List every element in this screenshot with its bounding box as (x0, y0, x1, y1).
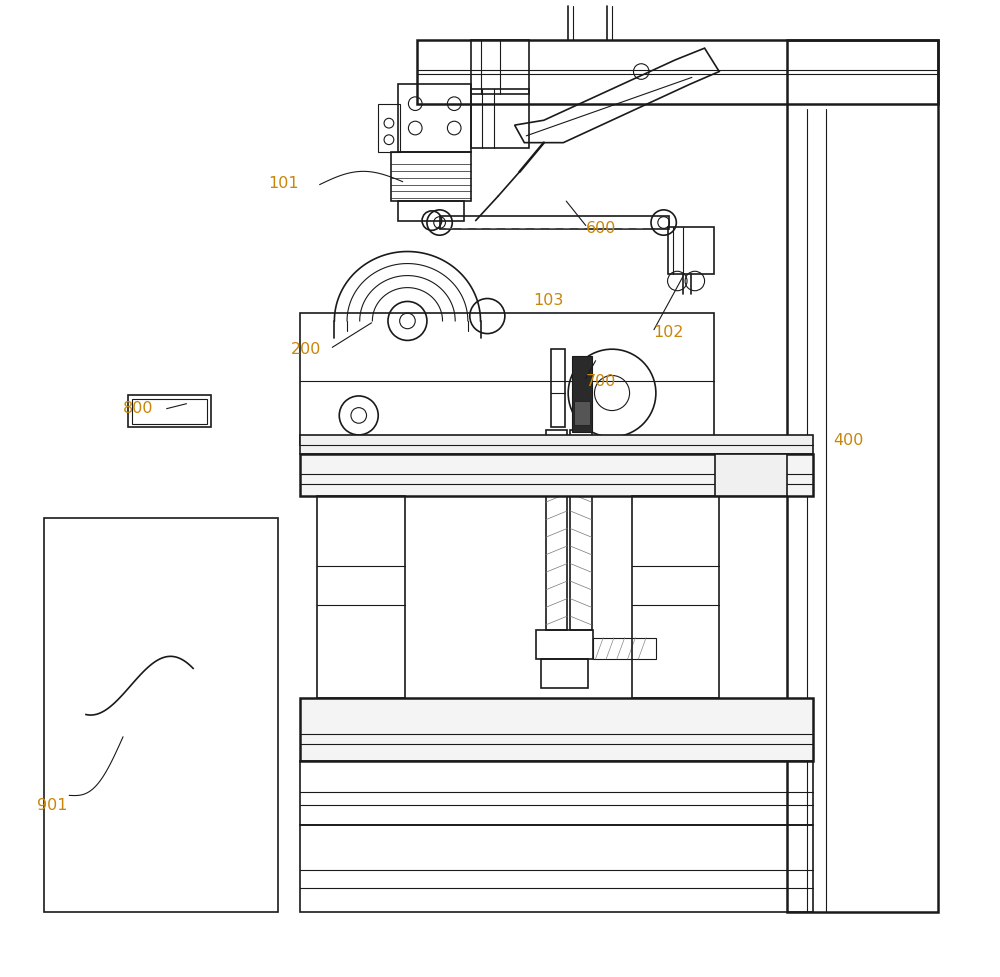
Text: 600: 600 (586, 221, 616, 236)
Text: 103: 103 (533, 293, 563, 309)
Bar (317, 496, 405, 698)
Bar (593, 638, 656, 659)
Text: 200: 200 (291, 342, 321, 357)
Bar (541, 659, 588, 688)
Bar (715, 454, 787, 496)
Bar (551, 349, 565, 427)
Bar (417, 40, 938, 104)
Bar (572, 356, 592, 432)
Bar (546, 430, 567, 630)
Bar (300, 698, 813, 761)
Bar (398, 201, 464, 221)
Bar (44, 518, 278, 913)
Bar (440, 216, 669, 230)
Bar (128, 395, 211, 427)
Bar (398, 84, 471, 152)
Bar (471, 89, 529, 148)
Bar (300, 454, 813, 496)
Bar (668, 228, 714, 275)
Bar (300, 435, 813, 454)
Text: 101: 101 (268, 177, 299, 191)
Bar (391, 152, 471, 201)
Bar (787, 40, 938, 913)
Text: 700: 700 (586, 374, 616, 389)
Bar (536, 630, 593, 659)
Bar (300, 314, 714, 445)
Bar (471, 40, 529, 94)
Bar (300, 825, 813, 913)
Text: 800: 800 (123, 401, 153, 415)
Bar (378, 104, 400, 152)
Bar (570, 430, 592, 630)
Bar (632, 496, 719, 698)
Bar (300, 761, 813, 825)
Text: 901: 901 (37, 798, 68, 813)
Bar (132, 399, 207, 424)
Text: 400: 400 (833, 433, 864, 447)
Bar (574, 401, 590, 425)
Text: 102: 102 (653, 325, 683, 341)
